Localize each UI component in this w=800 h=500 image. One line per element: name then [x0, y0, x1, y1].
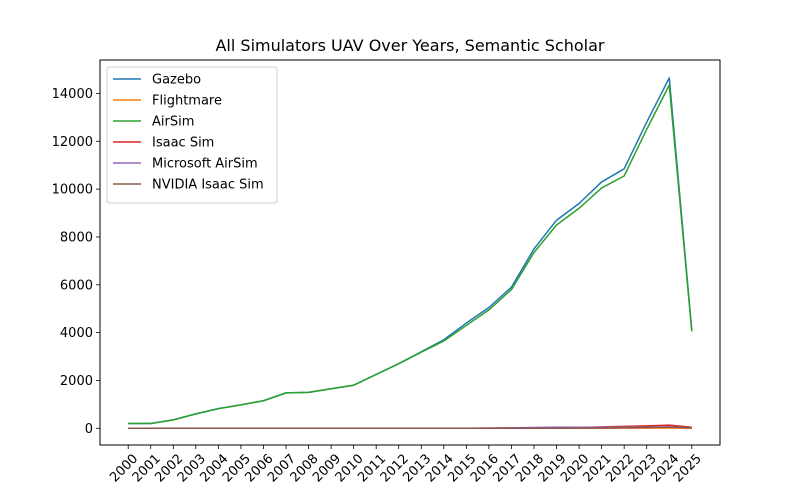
- y-tick-label: 10000: [52, 183, 93, 198]
- series-line-nvidia-isaac-sim: [128, 426, 692, 430]
- y-tick-label: 6000: [60, 278, 93, 293]
- legend-box: [106, 66, 278, 204]
- legend-label: Isaac Sim: [152, 136, 214, 151]
- y-tick-label: 4000: [60, 326, 93, 341]
- series-line-airsim: [128, 84, 693, 425]
- y-tick-label: 2000: [60, 374, 93, 389]
- chart-title: All Simulators UAV Over Years, Semantic …: [215, 36, 604, 55]
- legend-label: Flightmare: [152, 94, 222, 109]
- legend: Gazebo Flightmare AirSim Isaac Sim Microsoft…: [106, 66, 278, 204]
- legend-label: Microsoft AirSim: [152, 157, 258, 172]
- y-tick-label: 8000: [60, 230, 93, 245]
- legend-label: Gazebo: [152, 73, 201, 88]
- x-axis: 2000200120022003200420052006200720082009…: [107, 445, 705, 485]
- legend-label: AirSim: [152, 115, 194, 130]
- legend-label: NVIDIA Isaac Sim: [152, 178, 264, 193]
- y-tick-label: 12000: [52, 135, 93, 150]
- y-tick-label: 0: [85, 422, 93, 437]
- plot-frame: [99, 59, 721, 446]
- y-tick-label: 14000: [52, 87, 93, 102]
- y-axis: 0 2000 4000 6000 8000 10000 12000 14000: [52, 87, 100, 437]
- series-layer: [128, 77, 693, 430]
